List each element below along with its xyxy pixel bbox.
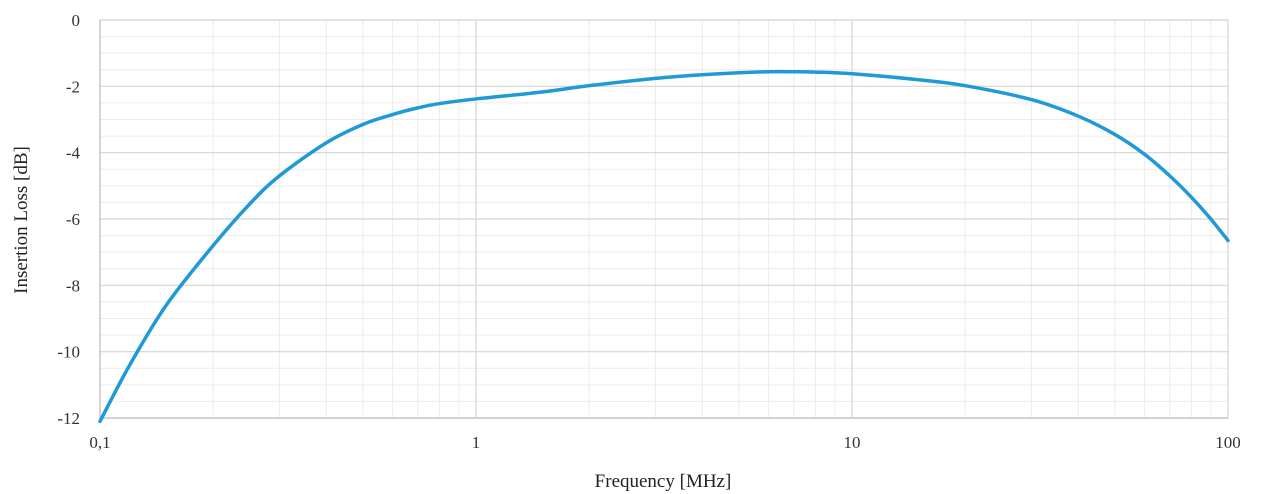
x-tick-label: 10 xyxy=(844,433,861,452)
x-tick-label: 0,1 xyxy=(89,433,110,452)
insertion-loss-series-line xyxy=(98,69,1230,424)
major-gridlines xyxy=(99,19,1229,419)
y-axis-title: Insertion Loss [dB] xyxy=(11,146,32,294)
y-tick-label: 0 xyxy=(72,11,81,30)
y-tick-label: -10 xyxy=(57,343,80,362)
y-tick-label: -2 xyxy=(66,77,80,96)
x-tick-label: 1 xyxy=(472,433,481,452)
y-tick-label: -8 xyxy=(66,276,80,295)
y-tick-label: -12 xyxy=(57,409,80,428)
series-layer xyxy=(98,69,1230,424)
tick-labels: 0,1 1 10 100 0 -2 -4 -6 -8 -10 -12 xyxy=(57,11,1240,452)
y-tick-label: -4 xyxy=(66,144,81,163)
x-axis-title: Frequency [MHz] xyxy=(595,471,732,492)
y-tick-label: -6 xyxy=(66,210,80,229)
axes xyxy=(99,20,1228,419)
x-tick-label: 100 xyxy=(1215,433,1241,452)
